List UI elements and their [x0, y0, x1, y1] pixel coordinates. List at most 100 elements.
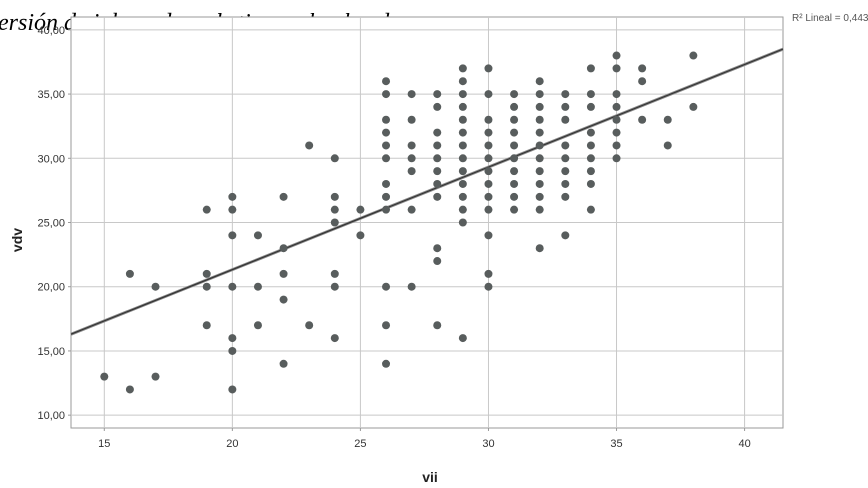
y-tick-label: 30,00	[37, 153, 65, 165]
data-point	[253, 321, 262, 330]
data-point	[510, 192, 519, 201]
data-point	[484, 205, 493, 214]
data-point	[458, 179, 467, 188]
data-point	[356, 205, 365, 214]
data-point	[279, 269, 288, 278]
data-point	[433, 179, 442, 188]
data-point	[382, 128, 391, 137]
data-point	[407, 90, 416, 99]
data-points	[100, 51, 698, 394]
data-point	[663, 115, 672, 124]
data-point	[202, 282, 211, 291]
data-point	[484, 179, 493, 188]
data-point	[433, 321, 442, 330]
data-point	[484, 90, 493, 99]
data-point	[407, 167, 416, 176]
data-point	[561, 179, 570, 188]
data-point	[535, 128, 544, 137]
data-point	[586, 205, 595, 214]
data-point	[458, 218, 467, 227]
x-tick-label: 30	[482, 438, 494, 450]
data-point	[458, 64, 467, 73]
x-tick-label: 20	[226, 438, 238, 450]
x-axis-ticks: 15 20 25 30 35 40	[98, 428, 751, 450]
data-point	[484, 115, 493, 124]
data-point	[561, 192, 570, 201]
data-point	[561, 90, 570, 99]
data-point	[382, 179, 391, 188]
data-point	[330, 154, 339, 163]
data-point	[433, 141, 442, 150]
data-point	[561, 231, 570, 240]
data-point	[433, 257, 442, 266]
data-point	[535, 192, 544, 201]
y-tick-label: 25,00	[37, 218, 65, 230]
data-point	[125, 269, 134, 278]
data-point	[382, 192, 391, 201]
data-point	[228, 334, 237, 343]
data-point	[561, 167, 570, 176]
data-point	[433, 192, 442, 201]
data-point	[433, 154, 442, 163]
data-point	[433, 102, 442, 111]
data-point	[586, 128, 595, 137]
data-point	[458, 205, 467, 214]
data-point	[330, 218, 339, 227]
data-point	[535, 167, 544, 176]
data-point	[510, 115, 519, 124]
data-point	[458, 192, 467, 201]
data-point	[510, 179, 519, 188]
data-point	[561, 115, 570, 124]
data-point	[279, 244, 288, 253]
data-point	[612, 154, 621, 163]
data-point	[433, 90, 442, 99]
data-point	[330, 269, 339, 278]
data-point	[458, 167, 467, 176]
data-point	[484, 141, 493, 150]
data-point	[484, 167, 493, 176]
data-point	[586, 167, 595, 176]
data-point	[535, 77, 544, 86]
data-point	[228, 346, 237, 355]
data-point	[663, 141, 672, 150]
data-point	[561, 141, 570, 150]
data-point	[484, 64, 493, 73]
data-point	[510, 102, 519, 111]
data-point	[202, 205, 211, 214]
data-point	[484, 282, 493, 291]
data-point	[382, 154, 391, 163]
data-point	[279, 295, 288, 304]
data-point	[535, 102, 544, 111]
data-point	[586, 64, 595, 73]
data-point	[484, 231, 493, 240]
data-point	[510, 141, 519, 150]
data-point	[484, 128, 493, 137]
data-point	[586, 141, 595, 150]
data-point	[484, 192, 493, 201]
data-point	[407, 141, 416, 150]
data-point	[484, 154, 493, 163]
y-tick-label: 40,00	[37, 25, 65, 37]
data-point	[228, 282, 237, 291]
x-tick-label: 35	[610, 438, 622, 450]
data-point	[612, 51, 621, 60]
data-point	[382, 115, 391, 124]
x-axis-title: vii	[422, 469, 438, 485]
data-point	[151, 282, 160, 291]
data-point	[382, 77, 391, 86]
data-point	[458, 115, 467, 124]
fit-line	[70, 48, 784, 335]
data-point	[330, 282, 339, 291]
data-point	[638, 115, 647, 124]
data-point	[253, 282, 262, 291]
data-point	[407, 154, 416, 163]
data-point	[458, 77, 467, 86]
data-point	[151, 372, 160, 381]
data-point	[510, 167, 519, 176]
data-point	[458, 90, 467, 99]
grid-lines	[71, 17, 783, 428]
data-point	[458, 128, 467, 137]
data-point	[433, 128, 442, 137]
data-point	[638, 64, 647, 73]
